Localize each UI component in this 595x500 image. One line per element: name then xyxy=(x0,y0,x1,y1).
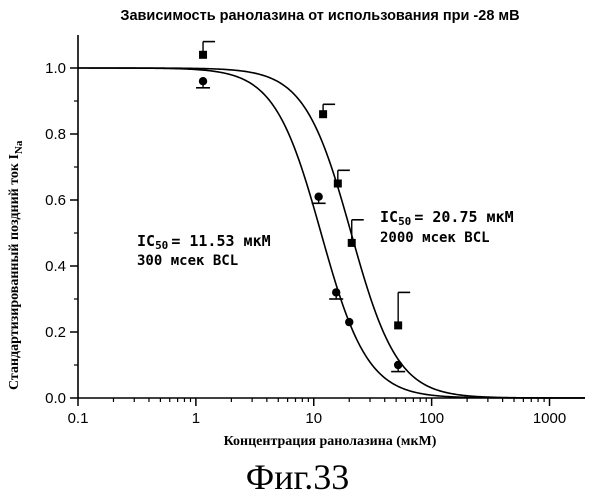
data-point-square xyxy=(319,110,327,118)
svg-text:Стандартизированный поздний то: Стандартизированный поздний ток INa xyxy=(7,140,25,390)
annotation-left: IC50= 11.53 мкМ 300 мсек BCL xyxy=(137,232,271,269)
svg-text:IC50= 11.53 мкМ: IC50= 11.53 мкМ xyxy=(137,232,271,252)
data-point-circle xyxy=(199,77,207,85)
x-tick-label: 1000 xyxy=(533,410,566,427)
data-point-circle xyxy=(345,318,353,326)
y-ticks: 0.0 0.2 0.4 0.6 0.8 1.0 xyxy=(45,60,78,407)
data-point-square xyxy=(394,321,402,329)
y-tick-label: 0.6 xyxy=(45,192,66,209)
annotation-left-value: = 11.53 мкМ xyxy=(171,232,270,250)
x-tick-label: 10 xyxy=(305,410,322,427)
figure-caption: Фиг.33 xyxy=(0,456,595,498)
annotation-left-ic-sub: 50 xyxy=(155,239,168,252)
annotation-right-value: = 20.75 мкМ xyxy=(414,208,513,226)
annotation-right-line2: 2000 мсек BCL xyxy=(380,230,490,246)
error-bars xyxy=(196,42,410,372)
annotation-left-line2: 300 мсек BCL xyxy=(137,253,238,269)
y-tick-label: 0.4 xyxy=(45,258,66,275)
chart: Зависимость ранолазина от использования … xyxy=(0,0,595,450)
data-point-square xyxy=(199,51,207,59)
x-axis-label: Концентрация ранолазина (мкМ) xyxy=(224,434,437,449)
y-axis-label: Стандартизированный поздний ток INa xyxy=(7,140,25,390)
data-point-circle xyxy=(314,193,322,201)
annotation-right-ic: IC xyxy=(380,208,398,226)
annotation-left-ic: IC xyxy=(137,232,155,250)
y-tick-label: 1.0 xyxy=(45,60,66,77)
data-point-circle xyxy=(332,288,340,296)
y-axis-label-sub: Na xyxy=(13,140,25,154)
y-tick-label: 0.0 xyxy=(45,390,66,407)
x-tick-label: 1 xyxy=(192,410,200,427)
x-tick-label: 0.1 xyxy=(68,410,89,427)
data-markers xyxy=(199,51,403,369)
chart-title: Зависимость ранолазина от использования … xyxy=(120,8,519,24)
y-tick-label: 0.2 xyxy=(45,324,66,341)
annotation-right: IC50= 20.75 мкМ 2000 мсек BCL xyxy=(380,208,514,246)
svg-text:IC50= 20.75 мкМ: IC50= 20.75 мкМ xyxy=(380,208,514,228)
y-tick-label: 0.8 xyxy=(45,126,66,143)
y-axis-label-main: Стандартизированный поздний ток I xyxy=(7,154,22,390)
x-ticks: 0.1 1 10 100 1000 xyxy=(68,398,567,427)
data-point-square xyxy=(348,239,356,247)
data-point-circle xyxy=(394,361,402,369)
annotation-right-ic-sub: 50 xyxy=(398,215,411,228)
x-tick-label: 100 xyxy=(419,410,444,427)
data-point-square xyxy=(334,180,342,188)
